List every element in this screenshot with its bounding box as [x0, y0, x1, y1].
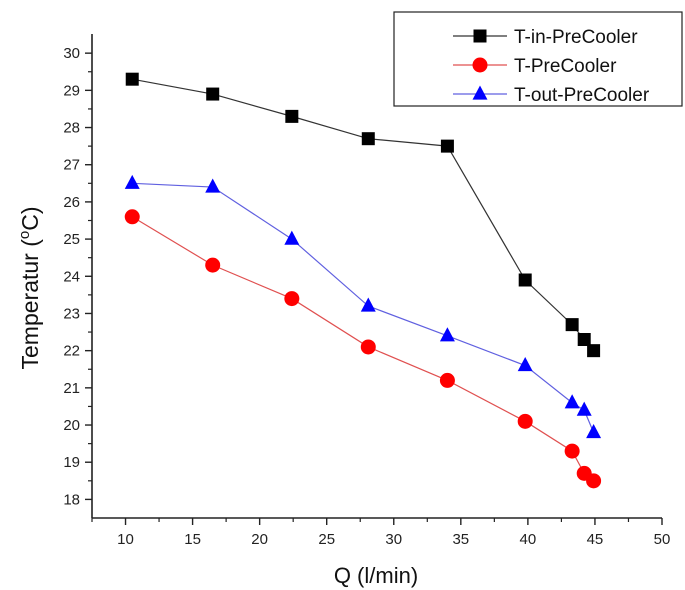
legend-label: T-in-PreCooler — [514, 27, 638, 48]
data-point-square — [473, 29, 487, 43]
legend-item: T-PreCooler — [453, 56, 617, 77]
legend-label: T-PreCooler — [514, 56, 617, 77]
data-point-triangle — [586, 423, 602, 439]
legend: T-in-PreCooler T-PreCooler T-out-PreCooler — [393, 11, 683, 107]
legend-item: T-in-PreCooler — [453, 27, 638, 48]
y-tick-label: 19 — [63, 454, 80, 471]
data-point-triangle — [205, 178, 221, 193]
y-tick-label: 27 — [63, 157, 80, 174]
y-tick-label: 22 — [63, 343, 80, 360]
data-point-circle — [284, 291, 300, 307]
data-point-circle — [439, 372, 455, 388]
legend-item: T-out-PreCooler — [453, 85, 650, 106]
data-point-triangle — [564, 394, 580, 409]
y-tick-label: 26 — [63, 194, 80, 211]
data-point-square — [587, 344, 601, 358]
x-tick-label: 30 — [385, 531, 402, 548]
data-point-circle — [360, 339, 376, 355]
legend-label: T-out-PreCooler — [514, 85, 650, 106]
y-axis-title: Temperatur (oC) — [16, 207, 43, 370]
axes: 10 15 20 25 30 35 40 45 50 18 19 20 21 22 23 24 25 26 27 28… — [63, 34, 670, 548]
series-layer — [124, 72, 602, 489]
y-tick-label: 25 — [63, 231, 80, 248]
data-point-triangle — [124, 174, 140, 189]
data-point-triangle — [517, 357, 533, 372]
y-tick-label: 24 — [63, 268, 80, 285]
series-t-in-precooler — [125, 72, 601, 358]
y-tick-label: 23 — [63, 305, 80, 322]
y-tick-label: 30 — [63, 45, 80, 62]
data-point-triangle — [439, 327, 455, 342]
series-t-out-precooler — [124, 174, 602, 439]
data-point-triangle — [360, 297, 376, 312]
y-tick-label: 28 — [63, 120, 80, 137]
x-tick-label: 20 — [251, 531, 268, 548]
series-t-precooler — [124, 209, 602, 489]
x-tick-label: 10 — [117, 531, 134, 548]
data-point-square — [206, 87, 220, 101]
y-tick-label: 18 — [63, 491, 80, 508]
data-point-circle — [564, 443, 580, 459]
data-point-square — [285, 109, 299, 123]
legend-box — [393, 11, 683, 107]
data-point-square — [440, 139, 454, 153]
data-point-square — [577, 333, 591, 346]
data-point-triangle — [472, 85, 488, 100]
data-point-triangle — [576, 401, 592, 416]
data-point-square — [125, 72, 139, 86]
x-tick-label: 45 — [587, 531, 604, 548]
x-axis-title: Q (l/min) — [334, 563, 418, 588]
data-point-circle — [472, 57, 488, 73]
y-tick-label: 21 — [63, 380, 80, 397]
x-tick-label: 15 — [184, 531, 201, 548]
data-point-square — [361, 132, 375, 146]
data-point-circle — [205, 257, 221, 273]
y-tick-label: 20 — [63, 417, 80, 434]
x-tick-label: 40 — [520, 531, 537, 548]
data-point-square — [565, 318, 579, 332]
x-tick-label: 50 — [654, 531, 671, 548]
data-point-circle — [517, 413, 533, 429]
data-point-circle — [586, 473, 602, 489]
y-tick-label: 29 — [63, 82, 80, 99]
data-point-triangle — [284, 230, 300, 245]
x-tick-label: 35 — [452, 531, 469, 548]
data-point-circle — [124, 209, 140, 225]
data-point-square — [518, 273, 532, 287]
x-tick-label: 25 — [318, 531, 335, 548]
